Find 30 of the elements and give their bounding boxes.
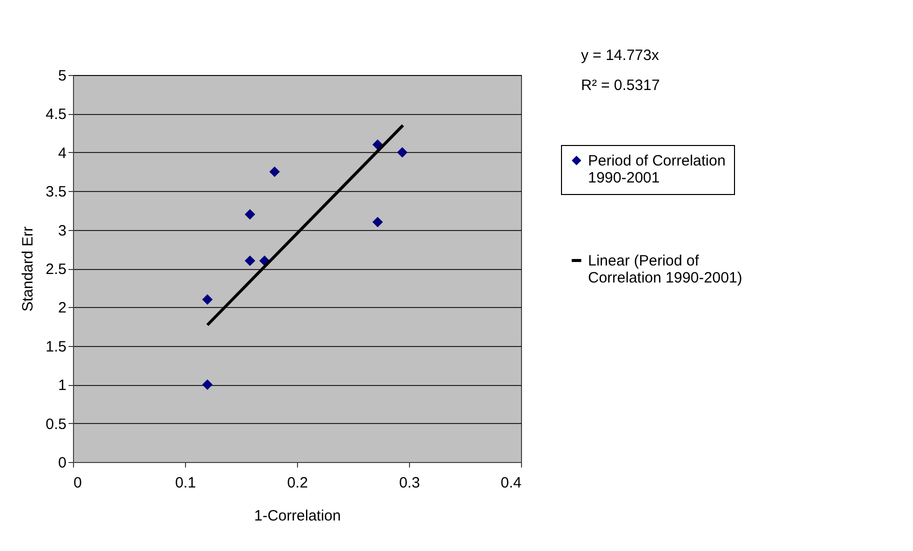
point (202, 379, 213, 390)
point (202, 294, 213, 305)
point (244, 209, 256, 220)
y-tick-label: 4.5 (46, 106, 66, 124)
y-tick-label: 5 (58, 68, 66, 84)
x-tick-label: 0.2 (287, 474, 308, 492)
legend-label: Period of Correlation 1990-2001 (588, 152, 726, 186)
x-tick-label: 0.1 (175, 474, 196, 492)
point (372, 216, 383, 228)
point (397, 147, 408, 158)
text: R² = 0.5317 (581, 77, 660, 94)
y-tick-label: 2 (58, 300, 66, 317)
y-tick-label: 1 (58, 377, 66, 394)
y-axis-title: Standard Err (20, 226, 37, 312)
y-tick-label: 3.5 (46, 184, 66, 201)
y-tick-label: 4 (58, 144, 66, 162)
x-axis-title: 1-Correlation (254, 508, 341, 524)
text: y = 14.773x (581, 47, 660, 64)
point (269, 166, 280, 177)
x-tick-label: 0.3 (399, 474, 420, 492)
legend-label: Linear (Period of Correlation 1990-2001) (588, 252, 742, 286)
y-tick-label: 1.5 (46, 338, 66, 356)
y-tick-label: 0 (58, 454, 66, 472)
y-tick-label: 2.5 (46, 261, 66, 278)
x-tick-label: 0 (74, 474, 82, 492)
y-tick-label: 3 (58, 222, 66, 240)
point (372, 139, 383, 150)
x-tick-label: 0.4 (500, 474, 522, 492)
y-tick-label: 0.5 (46, 416, 66, 433)
point (244, 256, 256, 266)
